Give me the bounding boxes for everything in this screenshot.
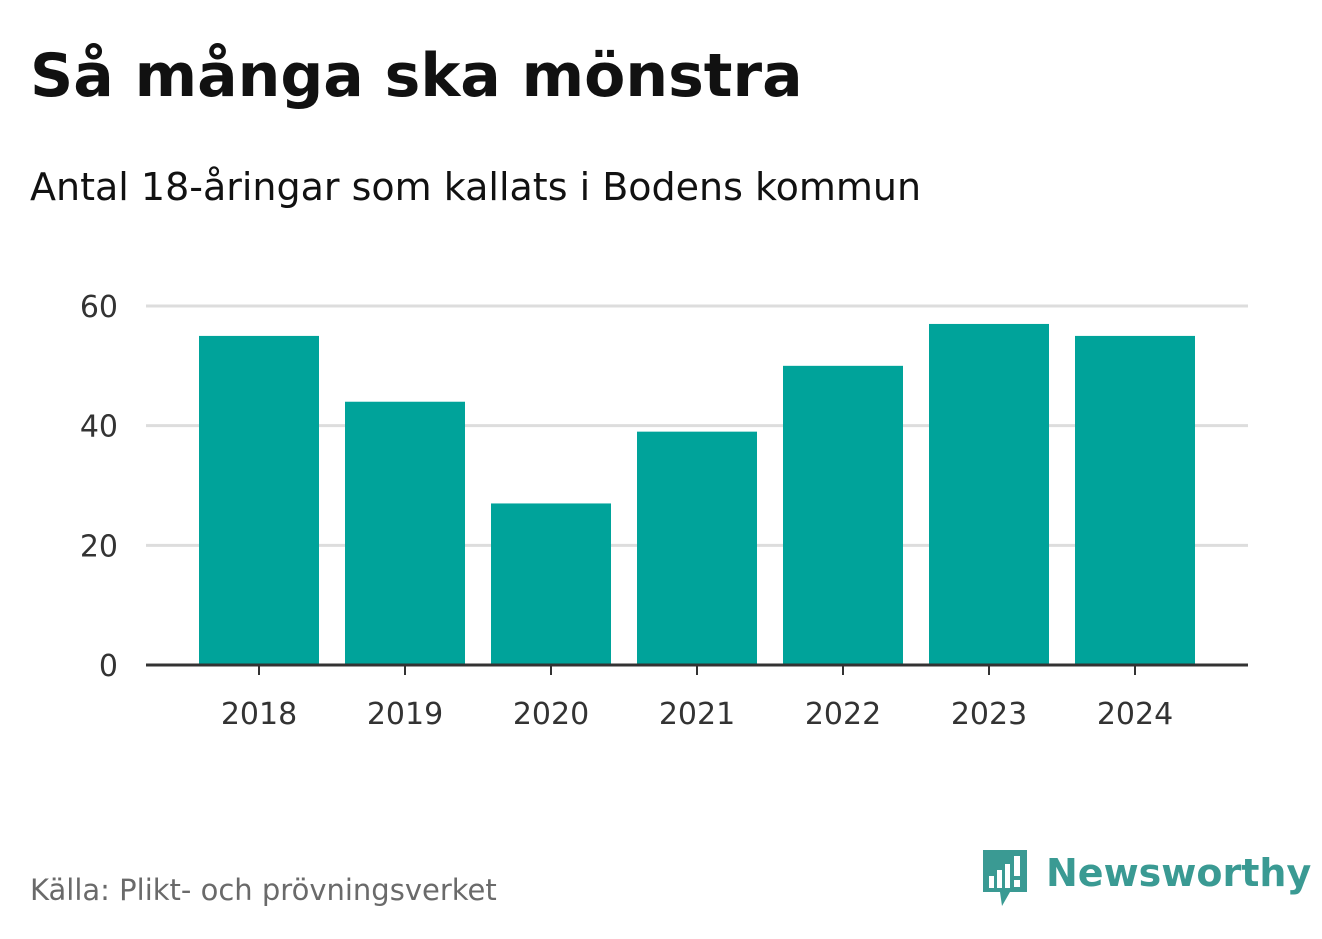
x-tick-label: 2021 [659,697,735,732]
x-tick-label: 2022 [805,697,881,732]
bar-2019 [345,401,465,665]
y-tick-label: 20 [80,529,118,564]
source-note: Källa: Plikt- och prövningsverket [30,873,497,907]
bar-2024 [1075,335,1195,665]
bar-2018 [199,335,319,665]
axes: 0 20 40 60 2018 2019 2020 2021 2022 2023 2024 [80,290,1248,732]
bar-2023 [929,323,1049,665]
x-tick-label: 2023 [951,697,1027,732]
x-tick-label: 2018 [221,697,297,732]
y-tick-label: 60 [80,290,118,325]
x-tick-label: 2019 [367,697,443,732]
bar-2022 [783,365,903,665]
newsworthy-logo-icon [983,850,1027,906]
brand-logo: Newsworthy [980,848,1311,910]
bar-2021 [637,431,757,665]
x-tick-label: 2020 [513,697,589,732]
bars [199,323,1195,665]
y-tick-label: 40 [80,410,118,445]
chart-title: Så många ska mönstra [30,41,803,111]
chart-subtitle: Antal 18-åringar som kallats i Bodens ko… [30,165,922,209]
brand-name: Newsworthy [1046,851,1312,895]
y-tick-label: 0 [99,649,118,684]
bar-chart: 0 20 40 60 2018 2019 2020 2021 2022 2023 2024 [80,290,1248,732]
bar-2020 [491,503,611,665]
x-tick-label: 2024 [1097,697,1173,732]
